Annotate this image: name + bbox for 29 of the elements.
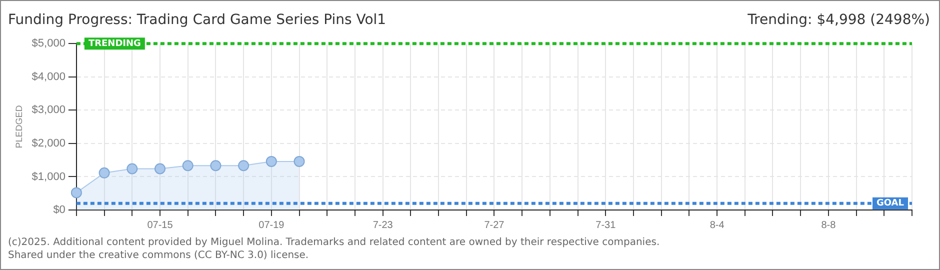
chart-subtitle: Trending: $4,998 (2498%) (748, 12, 930, 28)
x-tick-label: 7-31 (596, 220, 616, 231)
point (182, 160, 194, 172)
x-tick-label: 8-8 (821, 220, 836, 231)
point (126, 163, 138, 174)
x-tick-label: 8-4 (710, 220, 725, 231)
y-axis-title: PLEDGED (14, 104, 24, 148)
text: (c)2025. Additional content provided by Miguel Molina. Trademarks and related content are owned by their respective companies. (8, 236, 660, 249)
x-tick-label: 7-23 (372, 220, 394, 231)
point (98, 167, 110, 178)
x-tick-label: 07-19 (258, 220, 285, 231)
y-tick-label: $4,000 (32, 70, 66, 83)
point (70, 187, 82, 198)
point (294, 156, 305, 167)
x-tick-label: 7-27 (484, 220, 505, 231)
y-tick-label: $2,000 (32, 137, 66, 150)
point (210, 160, 222, 172)
ref-line-label: TRENDING (88, 39, 141, 50)
text: Shared under the creative commons (CC BY-NC 3.0) license. (8, 249, 310, 262)
point (238, 160, 250, 172)
y-tick-label: $5,000 (32, 38, 66, 50)
x-tick-label: 07-15 (147, 220, 174, 231)
point (266, 156, 277, 167)
y-tick-label: $0 (53, 204, 66, 216)
chart-title: Funding Progress: Trading Card Game Series Pins Vol1 (8, 12, 386, 28)
point (154, 163, 166, 174)
y-tick-label: $1,000 (32, 170, 66, 183)
y-tick-label: $3,000 (32, 104, 66, 116)
ref-line-label: GOAL (876, 198, 904, 209)
